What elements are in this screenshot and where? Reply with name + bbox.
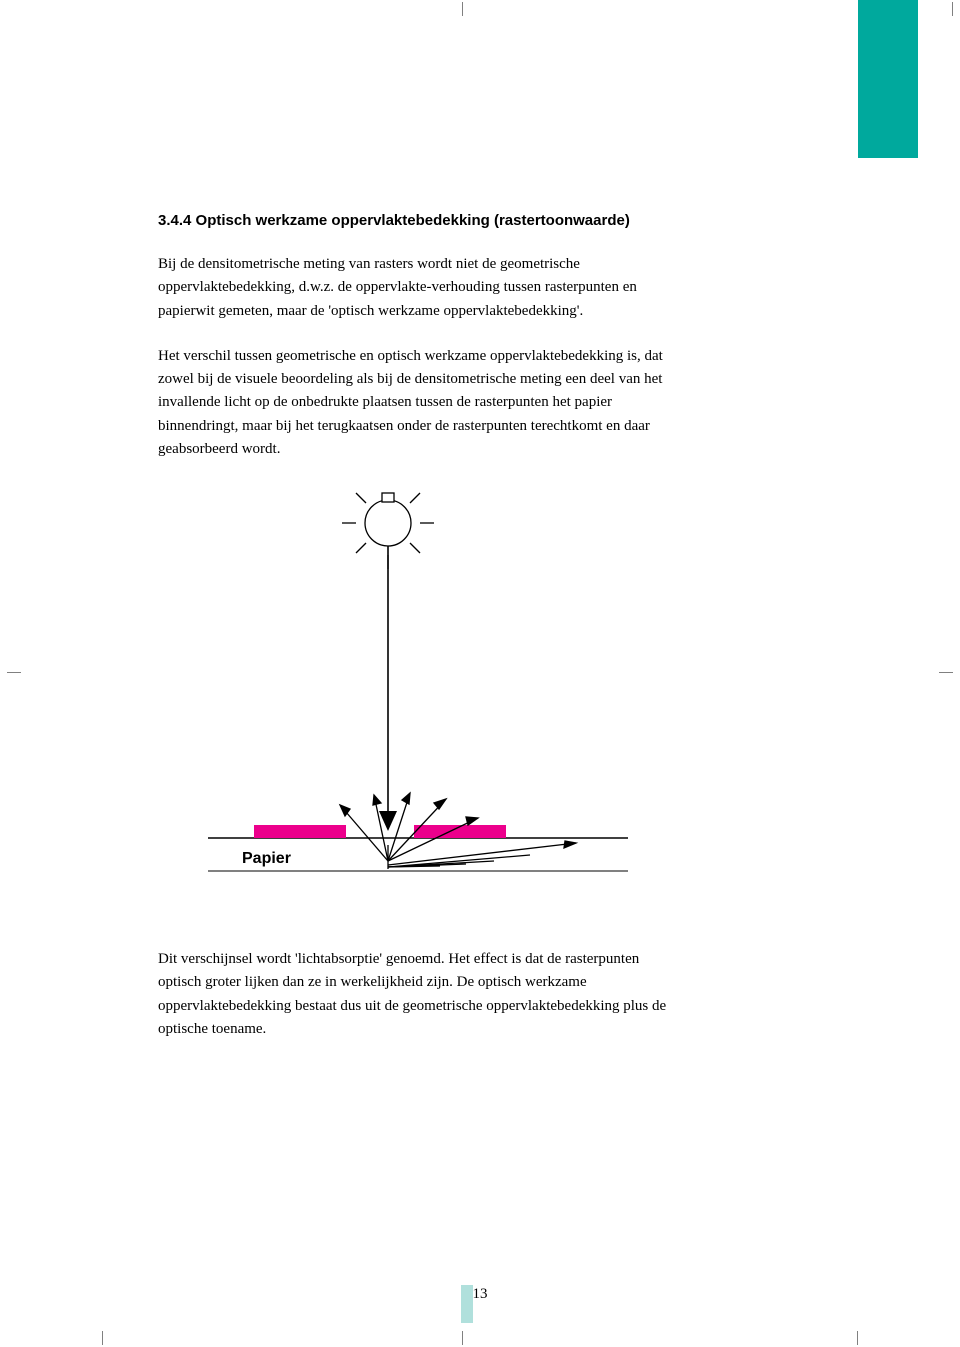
crop-mark [939,672,953,673]
crop-mark [7,672,21,673]
crop-mark [102,1331,103,1345]
crop-mark [462,2,463,16]
diagram-label-papier: Papier [242,850,291,867]
crop-mark [857,1331,858,1345]
raster-dot [254,825,346,838]
paragraph: Bij de densitometrische meting van raste… [158,253,668,323]
page-number: 13 [0,1286,960,1303]
light-beam-icon [379,546,397,831]
crop-mark [952,2,953,16]
paragraph: Het verschil tussen geometrische en opti… [158,345,668,461]
page-content: 3.4.4 Optisch werkzame oppervlaktebedekk… [158,212,668,1063]
paragraph: Dit verschijnsel wordt 'lichtabsorptie' … [158,948,668,1041]
side-tab-marker [858,0,918,158]
crop-mark [462,1331,463,1345]
light-absorption-diagram: Papier [178,483,638,913]
section-heading: 3.4.4 Optisch werkzame oppervlaktebedekk… [158,212,668,229]
